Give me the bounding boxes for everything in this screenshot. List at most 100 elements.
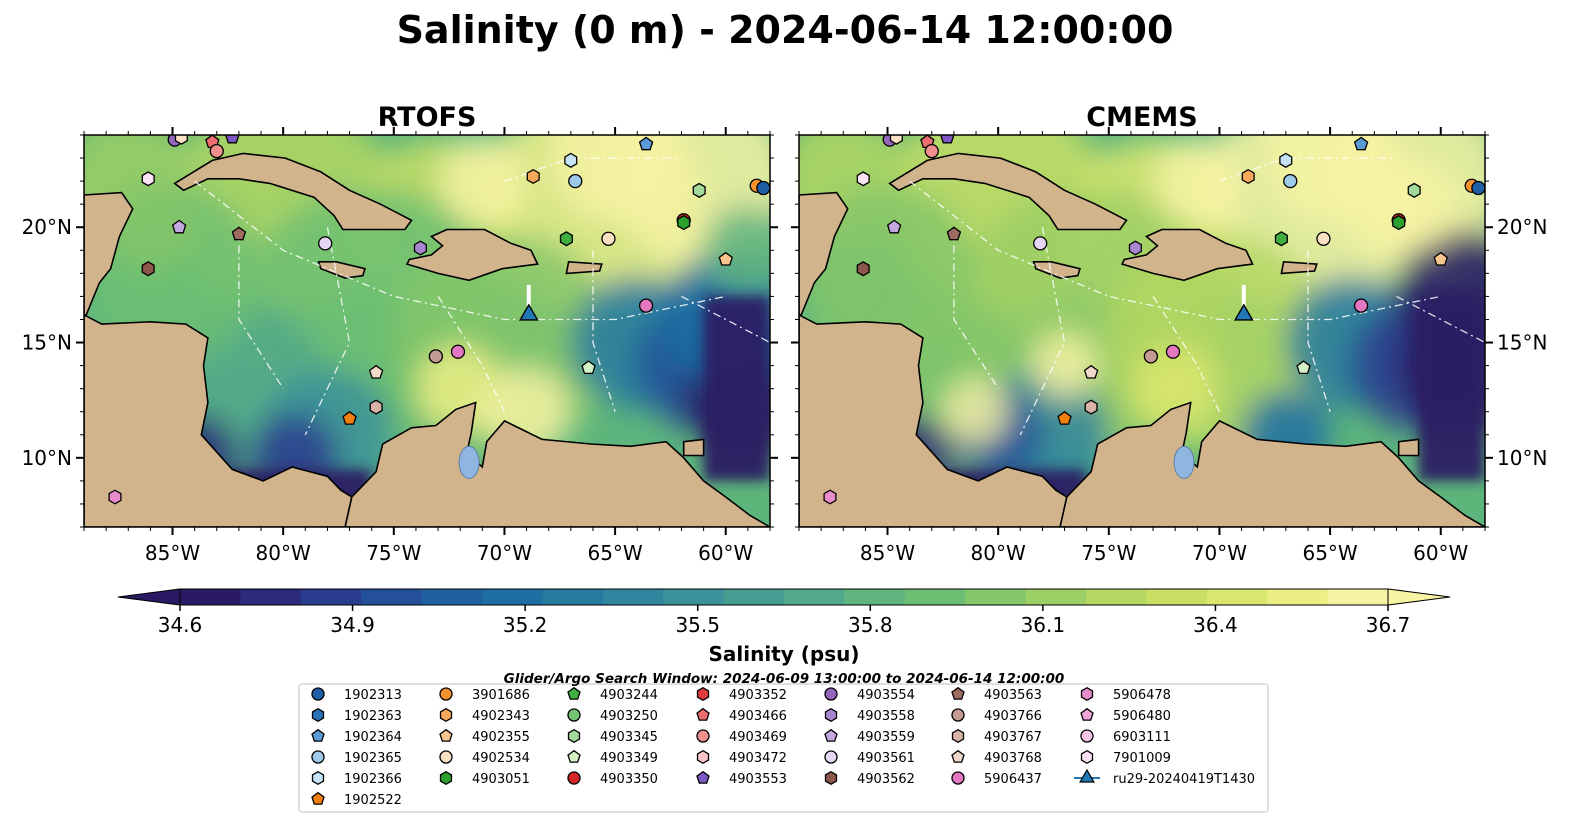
legend-marker xyxy=(439,728,453,742)
rtofs-ytick-label: 15°N xyxy=(22,331,72,355)
rtofs-float-marker xyxy=(718,251,733,266)
cmems-land-puertorico xyxy=(1280,260,1318,275)
rtofs-float-marker xyxy=(141,261,155,277)
colorbar: 34.6 34.9 35.2 35.5 35.8 36.1 36.4 36.7 xyxy=(117,588,1451,637)
colorbar-tick-label: 35.8 xyxy=(848,613,893,637)
legend-label: 1902366 xyxy=(344,772,402,787)
cmems-eez-lines xyxy=(909,157,1485,436)
colorbar-segment xyxy=(240,589,302,605)
rtofs-salinity-cell xyxy=(548,135,682,225)
cmems-xtick-label: 70°W xyxy=(1192,541,1247,565)
cmems-float-marker xyxy=(924,143,939,159)
legend: 1902313 1902363 1902364 1902365 1902366 19025… xyxy=(298,683,1269,813)
cmems-ytick-label: 20°N xyxy=(1497,215,1547,239)
cmems-float-marker xyxy=(823,489,837,505)
colorbar-segment xyxy=(844,589,906,605)
rtofs-float-marker xyxy=(559,231,573,247)
legend-label: 1902364 xyxy=(344,730,402,745)
legend-label: 4903250 xyxy=(600,709,658,724)
rtofs-float-marker xyxy=(368,364,384,379)
rtofs-eez-line xyxy=(238,227,284,389)
colorbar-segment xyxy=(542,589,604,605)
legend-marker xyxy=(824,707,838,723)
cmems-float-marker xyxy=(886,219,902,234)
cmems-land-jamaica xyxy=(1032,260,1082,279)
cmems-xtick-label: 75°W xyxy=(1081,541,1136,565)
legend-marker xyxy=(696,729,710,743)
colorbar-segment xyxy=(904,589,966,605)
legend-marker xyxy=(824,770,838,786)
rtofs-eez-line xyxy=(194,180,726,321)
legend-label: 4903345 xyxy=(600,730,658,745)
rtofs-float-marker xyxy=(638,136,654,151)
rtofs-lake-icon xyxy=(458,445,480,479)
legend-marker xyxy=(696,707,710,721)
legend-label: 4903561 xyxy=(857,751,915,766)
rtofs-float-marker xyxy=(141,171,155,187)
cmems-float-marker xyxy=(1471,180,1485,196)
legend-label: 5906478 xyxy=(1113,688,1171,703)
legend-marker xyxy=(567,771,581,785)
rtofs-land-hispaniola xyxy=(405,228,539,282)
colorbar-segment xyxy=(1025,589,1087,605)
legend-label: 4903768 xyxy=(984,751,1042,766)
cmems-xtick-label: 60°W xyxy=(1413,541,1468,565)
cmems-float-marker xyxy=(1083,364,1099,379)
legend-label: 1902363 xyxy=(344,709,402,724)
colorbar-segment xyxy=(1327,589,1389,605)
cmems-float-marker xyxy=(856,261,870,277)
legend-marker xyxy=(439,750,453,764)
colorbar-tick-label: 36.7 xyxy=(1366,613,1411,637)
legend-label: 4903766 xyxy=(984,709,1042,724)
legend-label: 4903767 xyxy=(984,730,1042,745)
legend-label: 1902313 xyxy=(344,688,402,703)
cmems-eez-line xyxy=(1396,295,1485,344)
rtofs-float-marker xyxy=(108,489,122,505)
legend-label: 4902343 xyxy=(472,709,530,724)
legend-marker xyxy=(1080,729,1094,743)
cmems-float-marker xyxy=(1353,298,1369,313)
legend-marker xyxy=(311,707,325,723)
rtofs-xtick-label: 60°W xyxy=(698,541,753,565)
legend-marker xyxy=(567,749,581,763)
panel-rtofs: RTOFS 85°W 80°W 75°W 70°W 65°W 60°W 20°N 15°N 10°… xyxy=(22,102,778,565)
colorbar-segment xyxy=(180,589,241,605)
rtofs-float-marker xyxy=(174,135,188,145)
legend-label: 4903349 xyxy=(600,751,658,766)
cmems-edge-patch xyxy=(1418,296,1485,481)
cmems-land-southam xyxy=(1059,401,1485,527)
legend-marker xyxy=(951,686,965,700)
cmems-float-marker xyxy=(1033,236,1048,251)
cmems-salinity-cell xyxy=(1263,135,1397,225)
rtofs-land xyxy=(84,152,770,527)
cmems-salinity-cell xyxy=(1374,159,1463,249)
rtofs-land-jamaica xyxy=(317,260,367,279)
colorbar-tick-label: 35.2 xyxy=(503,613,548,637)
legend-marker xyxy=(311,728,325,742)
colorbar-segment xyxy=(421,589,483,605)
colorbar-segment xyxy=(784,589,845,605)
cmems-float-marker xyxy=(1296,360,1311,375)
cmems-frame xyxy=(798,134,1486,528)
legend-label: 4903563 xyxy=(984,688,1042,703)
cmems-float-marker xyxy=(1433,251,1448,266)
cmems-float-marker xyxy=(1084,399,1098,415)
colorbar-label: Salinity (psu) xyxy=(708,642,859,666)
legend-marker xyxy=(1080,686,1094,702)
rtofs-salinity-cell xyxy=(415,344,505,433)
legend-marker xyxy=(696,686,710,702)
rtofs-xtick-label: 70°W xyxy=(477,541,532,565)
legend-marker xyxy=(311,750,325,764)
cmems-float-marker xyxy=(946,226,962,241)
legend-label: 4903466 xyxy=(729,709,787,724)
cmems-float-marker xyxy=(889,135,903,145)
legend-marker xyxy=(567,728,581,744)
legend-label: ru29-20240419T1430 xyxy=(1113,772,1255,787)
legend-label: 4903469 xyxy=(729,730,787,745)
rtofs-eez-line xyxy=(304,227,351,436)
cmems-land-trinidad xyxy=(1397,438,1420,457)
rtofs-ytick-label: 10°N xyxy=(22,446,72,470)
cmems-xtick-label: 65°W xyxy=(1302,541,1357,565)
rtofs-float-marker xyxy=(428,349,444,364)
